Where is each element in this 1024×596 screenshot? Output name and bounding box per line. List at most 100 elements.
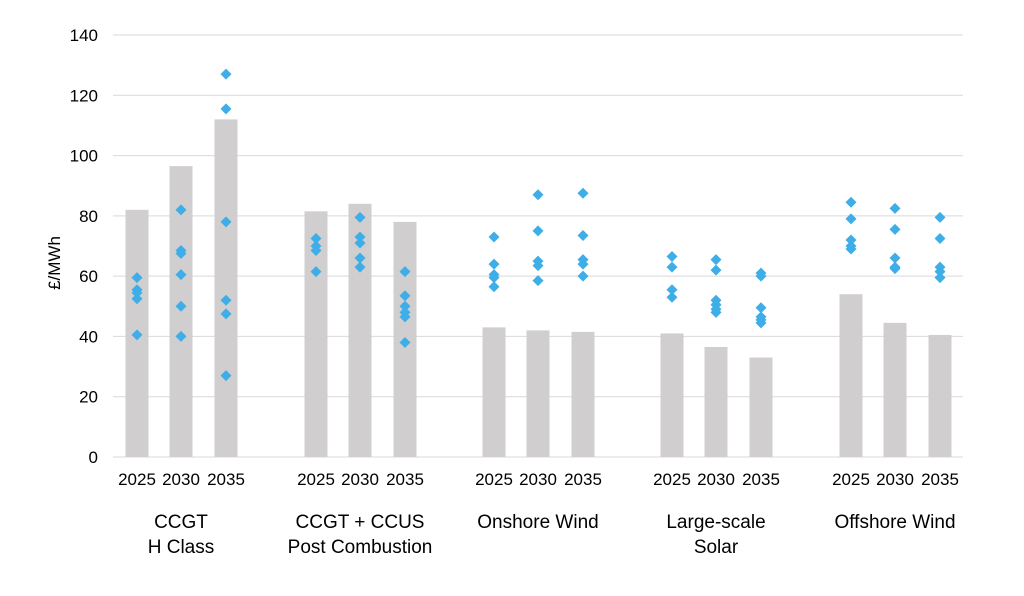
data-point: [399, 300, 411, 312]
data-point: [488, 258, 500, 270]
data-point: [666, 261, 678, 273]
data-point: [488, 281, 500, 293]
data-point: [755, 270, 767, 282]
data-point: [934, 266, 946, 278]
y-axis-ticks: 0 20 40 60 80 100 120 140: [70, 26, 98, 467]
data-point: [354, 231, 366, 243]
data-point: [354, 261, 366, 273]
data-point: [131, 287, 143, 299]
data-point: [889, 252, 901, 264]
bar: [482, 327, 506, 457]
data-point: [889, 223, 901, 235]
y-tick-label: 20: [79, 388, 98, 407]
y-tick-label: 80: [79, 207, 98, 226]
data-point: [488, 272, 500, 284]
bar: [526, 330, 550, 457]
data-point: [710, 254, 722, 266]
data-point: [577, 258, 589, 270]
category-label: H Class: [148, 537, 215, 558]
data-point: [399, 290, 411, 302]
data-point: [845, 213, 857, 225]
bar: [304, 211, 328, 457]
data-point: [220, 308, 232, 320]
data-point: [755, 317, 767, 329]
y-tick-label: 120: [70, 86, 98, 105]
bar: [883, 322, 907, 457]
data-point: [532, 275, 544, 287]
data-point: [131, 293, 143, 305]
data-point: [710, 306, 722, 318]
data-point: [220, 103, 232, 115]
bars: [125, 119, 952, 458]
data-point: [310, 245, 322, 257]
data-point: [175, 269, 187, 281]
data-point: [131, 329, 143, 341]
data-point: [666, 291, 678, 303]
data-point: [845, 196, 857, 208]
y-tick-label: 140: [70, 26, 98, 45]
data-point: [845, 234, 857, 246]
x-axis-labels: 2025 2030 2035 CCGT H Class 2025 2030 2035 CCGT …: [118, 470, 959, 558]
data-point: [399, 336, 411, 348]
data-point: [889, 263, 901, 275]
category-label: CCGT: [154, 512, 208, 533]
year-label: 2025: [832, 470, 870, 489]
data-point: [934, 272, 946, 284]
data-point: [220, 370, 232, 382]
year-label: 2025: [475, 470, 513, 489]
year-label: 2030: [519, 470, 557, 489]
data-point: [532, 260, 544, 272]
bar: [214, 119, 238, 458]
category-label: Post Combustion: [288, 537, 433, 558]
data-point: [399, 311, 411, 323]
category-label: CCGT + CCUS: [296, 512, 425, 533]
year-label: 2035: [386, 470, 424, 489]
data-point: [577, 229, 589, 241]
year-label: 2030: [341, 470, 379, 489]
category-label: Offshore Wind: [834, 512, 955, 533]
year-label: 2025: [653, 470, 691, 489]
data-point: [175, 248, 187, 260]
year-label: 2025: [118, 470, 156, 489]
bar: [660, 333, 684, 457]
year-label: 2025: [297, 470, 335, 489]
data-point: [488, 231, 500, 243]
year-label: 2030: [876, 470, 914, 489]
bar: [704, 346, 728, 457]
data-point: [666, 251, 678, 263]
data-point: [934, 211, 946, 223]
y-tick-label: 100: [70, 147, 98, 166]
data-point: [310, 232, 322, 244]
data-point: [354, 252, 366, 264]
data-point: [532, 225, 544, 237]
bar: [928, 334, 952, 457]
data-point: [710, 264, 722, 276]
data-point: [532, 189, 544, 201]
y-tick-label: 60: [79, 267, 98, 286]
y-tick-label: 40: [79, 327, 98, 346]
bar: [348, 203, 372, 457]
category-label: Solar: [694, 537, 739, 558]
data-point: [845, 243, 857, 255]
year-label: 2035: [564, 470, 602, 489]
y-axis-title: £/MWh: [45, 236, 64, 290]
data-point: [131, 272, 143, 284]
data-point: [175, 300, 187, 312]
year-label: 2030: [697, 470, 735, 489]
data-point: [220, 294, 232, 306]
data-point: [755, 302, 767, 314]
data-point: [934, 232, 946, 244]
y-tick-label: 0: [89, 448, 98, 467]
data-point: [354, 211, 366, 223]
category-label: Large-scale: [666, 512, 765, 533]
data-point: [220, 216, 232, 228]
data-point: [577, 270, 589, 282]
data-point: [399, 266, 411, 278]
year-label: 2035: [742, 470, 780, 489]
bar: [571, 331, 595, 457]
data-point: [175, 330, 187, 342]
data-point: [354, 237, 366, 249]
year-label: 2035: [921, 470, 959, 489]
category-label: Onshore Wind: [477, 512, 598, 533]
